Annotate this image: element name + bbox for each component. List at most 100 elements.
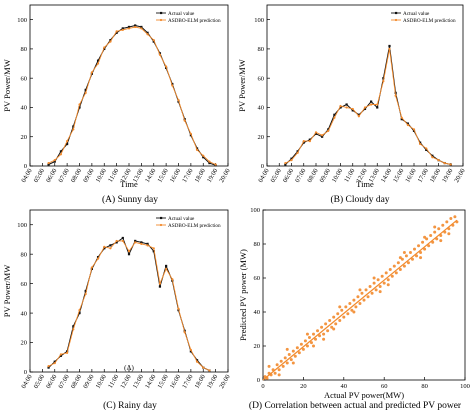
scatter-point bbox=[293, 354, 297, 358]
scatter-point bbox=[402, 251, 406, 254]
scatter-point bbox=[415, 254, 419, 258]
prediction-point bbox=[96, 257, 100, 260]
prediction-point bbox=[302, 140, 305, 143]
y-tick-label: 100 bbox=[254, 17, 264, 24]
y-tick-label: 60 bbox=[258, 75, 265, 82]
actual-point bbox=[284, 163, 287, 166]
prediction-point bbox=[109, 247, 112, 250]
y-tick-label: 60 bbox=[254, 275, 261, 282]
panel-a-sunny: 0 20 40 60 80 100 04:0005:0006:0007:0008:0009:… bbox=[2, 4, 232, 189]
legend-label-1: ASDBO-ELM prediction bbox=[168, 18, 221, 24]
scatter-point bbox=[433, 230, 437, 234]
prediction-point bbox=[127, 27, 131, 30]
scatter-point bbox=[338, 305, 342, 309]
actual-point bbox=[140, 25, 143, 29]
actual-point bbox=[78, 311, 81, 315]
prediction-point bbox=[370, 103, 373, 106]
prediction-point bbox=[103, 245, 106, 248]
x-tick-label: 07:00 bbox=[57, 374, 70, 390]
panel-b-cloudy: 0 20 40 60 80 100 04:0005:0006:0007:0008:0009:… bbox=[237, 4, 467, 189]
scatter-point bbox=[332, 315, 336, 319]
x-tick-label: 06:00 bbox=[45, 168, 58, 184]
y-tick-label: 20 bbox=[258, 134, 265, 141]
prediction-point bbox=[146, 33, 149, 36]
x-tick-label: 20:00 bbox=[218, 374, 231, 390]
scatter-point bbox=[334, 322, 338, 326]
y-tick-label: 80 bbox=[254, 241, 261, 248]
scatter-point bbox=[376, 278, 380, 282]
x-tick-label: 16:00 bbox=[169, 168, 182, 184]
x-tick-label: 06:00 bbox=[45, 374, 58, 390]
prediction-point bbox=[90, 71, 93, 74]
scatter-point bbox=[421, 240, 425, 244]
y-tick-label: 100 bbox=[250, 207, 260, 214]
scatter-point bbox=[427, 244, 431, 248]
scatter-point bbox=[360, 291, 364, 295]
actual-point bbox=[189, 350, 192, 353]
prediction-point bbox=[388, 47, 391, 51]
actual-point bbox=[370, 100, 373, 103]
scatter-point bbox=[344, 305, 348, 309]
actual-point bbox=[53, 360, 56, 363]
actual-point bbox=[146, 31, 149, 34]
x-tick-label: 04:00 bbox=[20, 374, 33, 390]
scatter-point bbox=[382, 281, 386, 285]
scatter-point bbox=[320, 325, 324, 329]
x-tick-label: 20:00 bbox=[218, 168, 231, 184]
y-tick-label: 100 bbox=[17, 222, 27, 229]
actual-point bbox=[134, 24, 137, 27]
prediction-point bbox=[177, 307, 180, 310]
scatter-point bbox=[417, 244, 421, 248]
actual-point bbox=[84, 289, 87, 293]
scatter-point bbox=[322, 337, 326, 341]
actual-point bbox=[419, 141, 422, 144]
x-tick-label: 05:00 bbox=[33, 168, 46, 184]
prediction-point bbox=[140, 242, 143, 245]
scatter-point bbox=[358, 288, 362, 292]
panel-c-rainy: 0 20 40 60 80 100 04:0005:0006:0007:0008:0009:… bbox=[2, 209, 232, 390]
prediction-point bbox=[152, 39, 155, 42]
prediction-point bbox=[90, 266, 93, 269]
prediction-point bbox=[59, 153, 63, 156]
x-tick-label: 18:00 bbox=[194, 168, 207, 184]
x-tick-label: 0 bbox=[261, 383, 264, 390]
prediction-point bbox=[47, 365, 50, 368]
scatter-point bbox=[425, 237, 429, 241]
prediction-point bbox=[96, 62, 100, 65]
scatter-point bbox=[285, 361, 289, 365]
actual-point bbox=[96, 59, 100, 62]
actual-point bbox=[127, 25, 131, 29]
actual-point bbox=[171, 82, 174, 86]
actual-point bbox=[59, 150, 63, 153]
x-tick-label: 60 bbox=[381, 383, 388, 390]
scatter-point bbox=[398, 268, 402, 271]
prediction-point bbox=[290, 159, 293, 162]
prediction-point bbox=[84, 91, 87, 94]
prediction-point bbox=[115, 239, 118, 243]
scatter-point bbox=[309, 341, 313, 345]
y-tick-label: 80 bbox=[21, 46, 28, 53]
series-line-0 bbox=[285, 45, 451, 165]
scatter-point bbox=[441, 223, 445, 227]
x-tick-label: 12:00 bbox=[119, 374, 132, 390]
y-tick-label: 80 bbox=[21, 251, 28, 258]
scatter-point bbox=[279, 359, 283, 363]
scatter-point bbox=[350, 308, 354, 312]
scatter-point bbox=[283, 356, 287, 360]
actual-point bbox=[321, 135, 324, 138]
scatter-point bbox=[356, 295, 360, 299]
prediction-point bbox=[327, 129, 330, 132]
prediction-point bbox=[214, 163, 217, 166]
x-tick-label: 11:00 bbox=[343, 168, 356, 184]
actual-point bbox=[351, 109, 354, 112]
prediction-point bbox=[443, 161, 446, 165]
actual-point bbox=[127, 253, 131, 256]
x-tick-label: 15:00 bbox=[392, 168, 405, 184]
actual-point bbox=[189, 134, 192, 137]
scatter-point bbox=[384, 271, 388, 275]
prediction-point bbox=[103, 46, 106, 49]
scatter-point bbox=[352, 298, 356, 302]
actual-point bbox=[406, 122, 409, 125]
scatter-point bbox=[419, 256, 423, 260]
